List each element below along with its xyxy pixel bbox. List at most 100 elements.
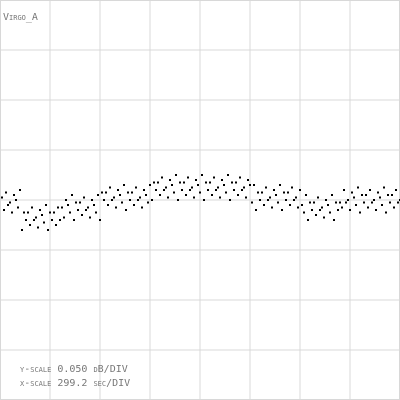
point <box>311 209 313 211</box>
point <box>223 184 225 186</box>
point <box>269 196 271 199</box>
point <box>353 196 355 199</box>
point <box>307 219 309 221</box>
point <box>175 174 177 176</box>
point <box>197 184 199 186</box>
point <box>291 186 293 189</box>
point <box>191 186 193 189</box>
point <box>171 184 173 186</box>
point <box>363 201 365 204</box>
point <box>163 189 165 191</box>
point <box>41 214 43 216</box>
point <box>225 191 227 194</box>
point <box>275 194 277 196</box>
point <box>243 186 245 189</box>
point <box>79 201 81 204</box>
point <box>237 194 239 196</box>
point <box>107 204 109 206</box>
point <box>331 194 333 196</box>
point <box>317 196 319 199</box>
point <box>235 181 237 184</box>
point <box>131 191 133 194</box>
point <box>99 219 101 221</box>
point <box>265 186 267 189</box>
point <box>273 189 275 191</box>
point <box>343 189 345 191</box>
point <box>257 191 259 194</box>
point <box>35 216 37 219</box>
point <box>381 204 383 206</box>
point <box>187 176 189 179</box>
point <box>109 186 111 189</box>
point <box>87 206 89 209</box>
point <box>15 199 17 201</box>
point <box>181 189 183 191</box>
point <box>95 211 97 214</box>
point <box>245 196 247 199</box>
point <box>111 199 113 201</box>
point <box>283 191 285 194</box>
point <box>77 209 79 211</box>
point <box>361 194 363 196</box>
point <box>271 206 273 209</box>
point <box>221 179 223 181</box>
point <box>69 211 71 214</box>
point <box>345 201 347 204</box>
point <box>227 174 229 176</box>
point <box>357 186 359 189</box>
point <box>255 209 257 211</box>
point <box>267 199 269 201</box>
point <box>397 201 399 204</box>
point <box>135 186 137 189</box>
point <box>303 211 305 214</box>
point <box>123 184 125 186</box>
point <box>319 209 321 211</box>
point <box>241 189 243 191</box>
point <box>289 204 291 206</box>
point <box>213 176 215 179</box>
point <box>297 206 299 209</box>
point <box>333 219 335 221</box>
point <box>143 189 145 191</box>
point <box>251 201 253 204</box>
point <box>295 196 297 199</box>
point <box>43 221 45 224</box>
point <box>115 206 117 209</box>
point <box>323 216 325 219</box>
point <box>125 209 127 211</box>
point <box>207 189 209 191</box>
point <box>157 181 159 184</box>
point <box>57 206 59 209</box>
point <box>59 219 61 221</box>
point <box>215 189 217 191</box>
point <box>105 191 107 194</box>
point <box>329 211 331 214</box>
point <box>335 201 337 204</box>
point <box>321 206 323 209</box>
point <box>167 196 169 199</box>
point <box>67 204 69 206</box>
point <box>219 196 221 199</box>
point <box>247 179 249 181</box>
point <box>313 201 315 204</box>
point <box>121 201 123 204</box>
point <box>161 176 163 179</box>
point <box>91 199 93 201</box>
point <box>385 211 387 214</box>
point <box>153 181 155 184</box>
point <box>185 194 187 196</box>
point <box>369 189 371 191</box>
point <box>395 189 397 191</box>
point <box>39 209 41 211</box>
point <box>23 211 25 214</box>
point <box>119 194 121 196</box>
x-scale-note: x-scale 299.2 sec/DIV <box>20 378 130 389</box>
point <box>263 204 265 206</box>
point <box>89 216 91 219</box>
point <box>7 204 9 206</box>
point <box>277 201 279 204</box>
point <box>141 206 143 209</box>
